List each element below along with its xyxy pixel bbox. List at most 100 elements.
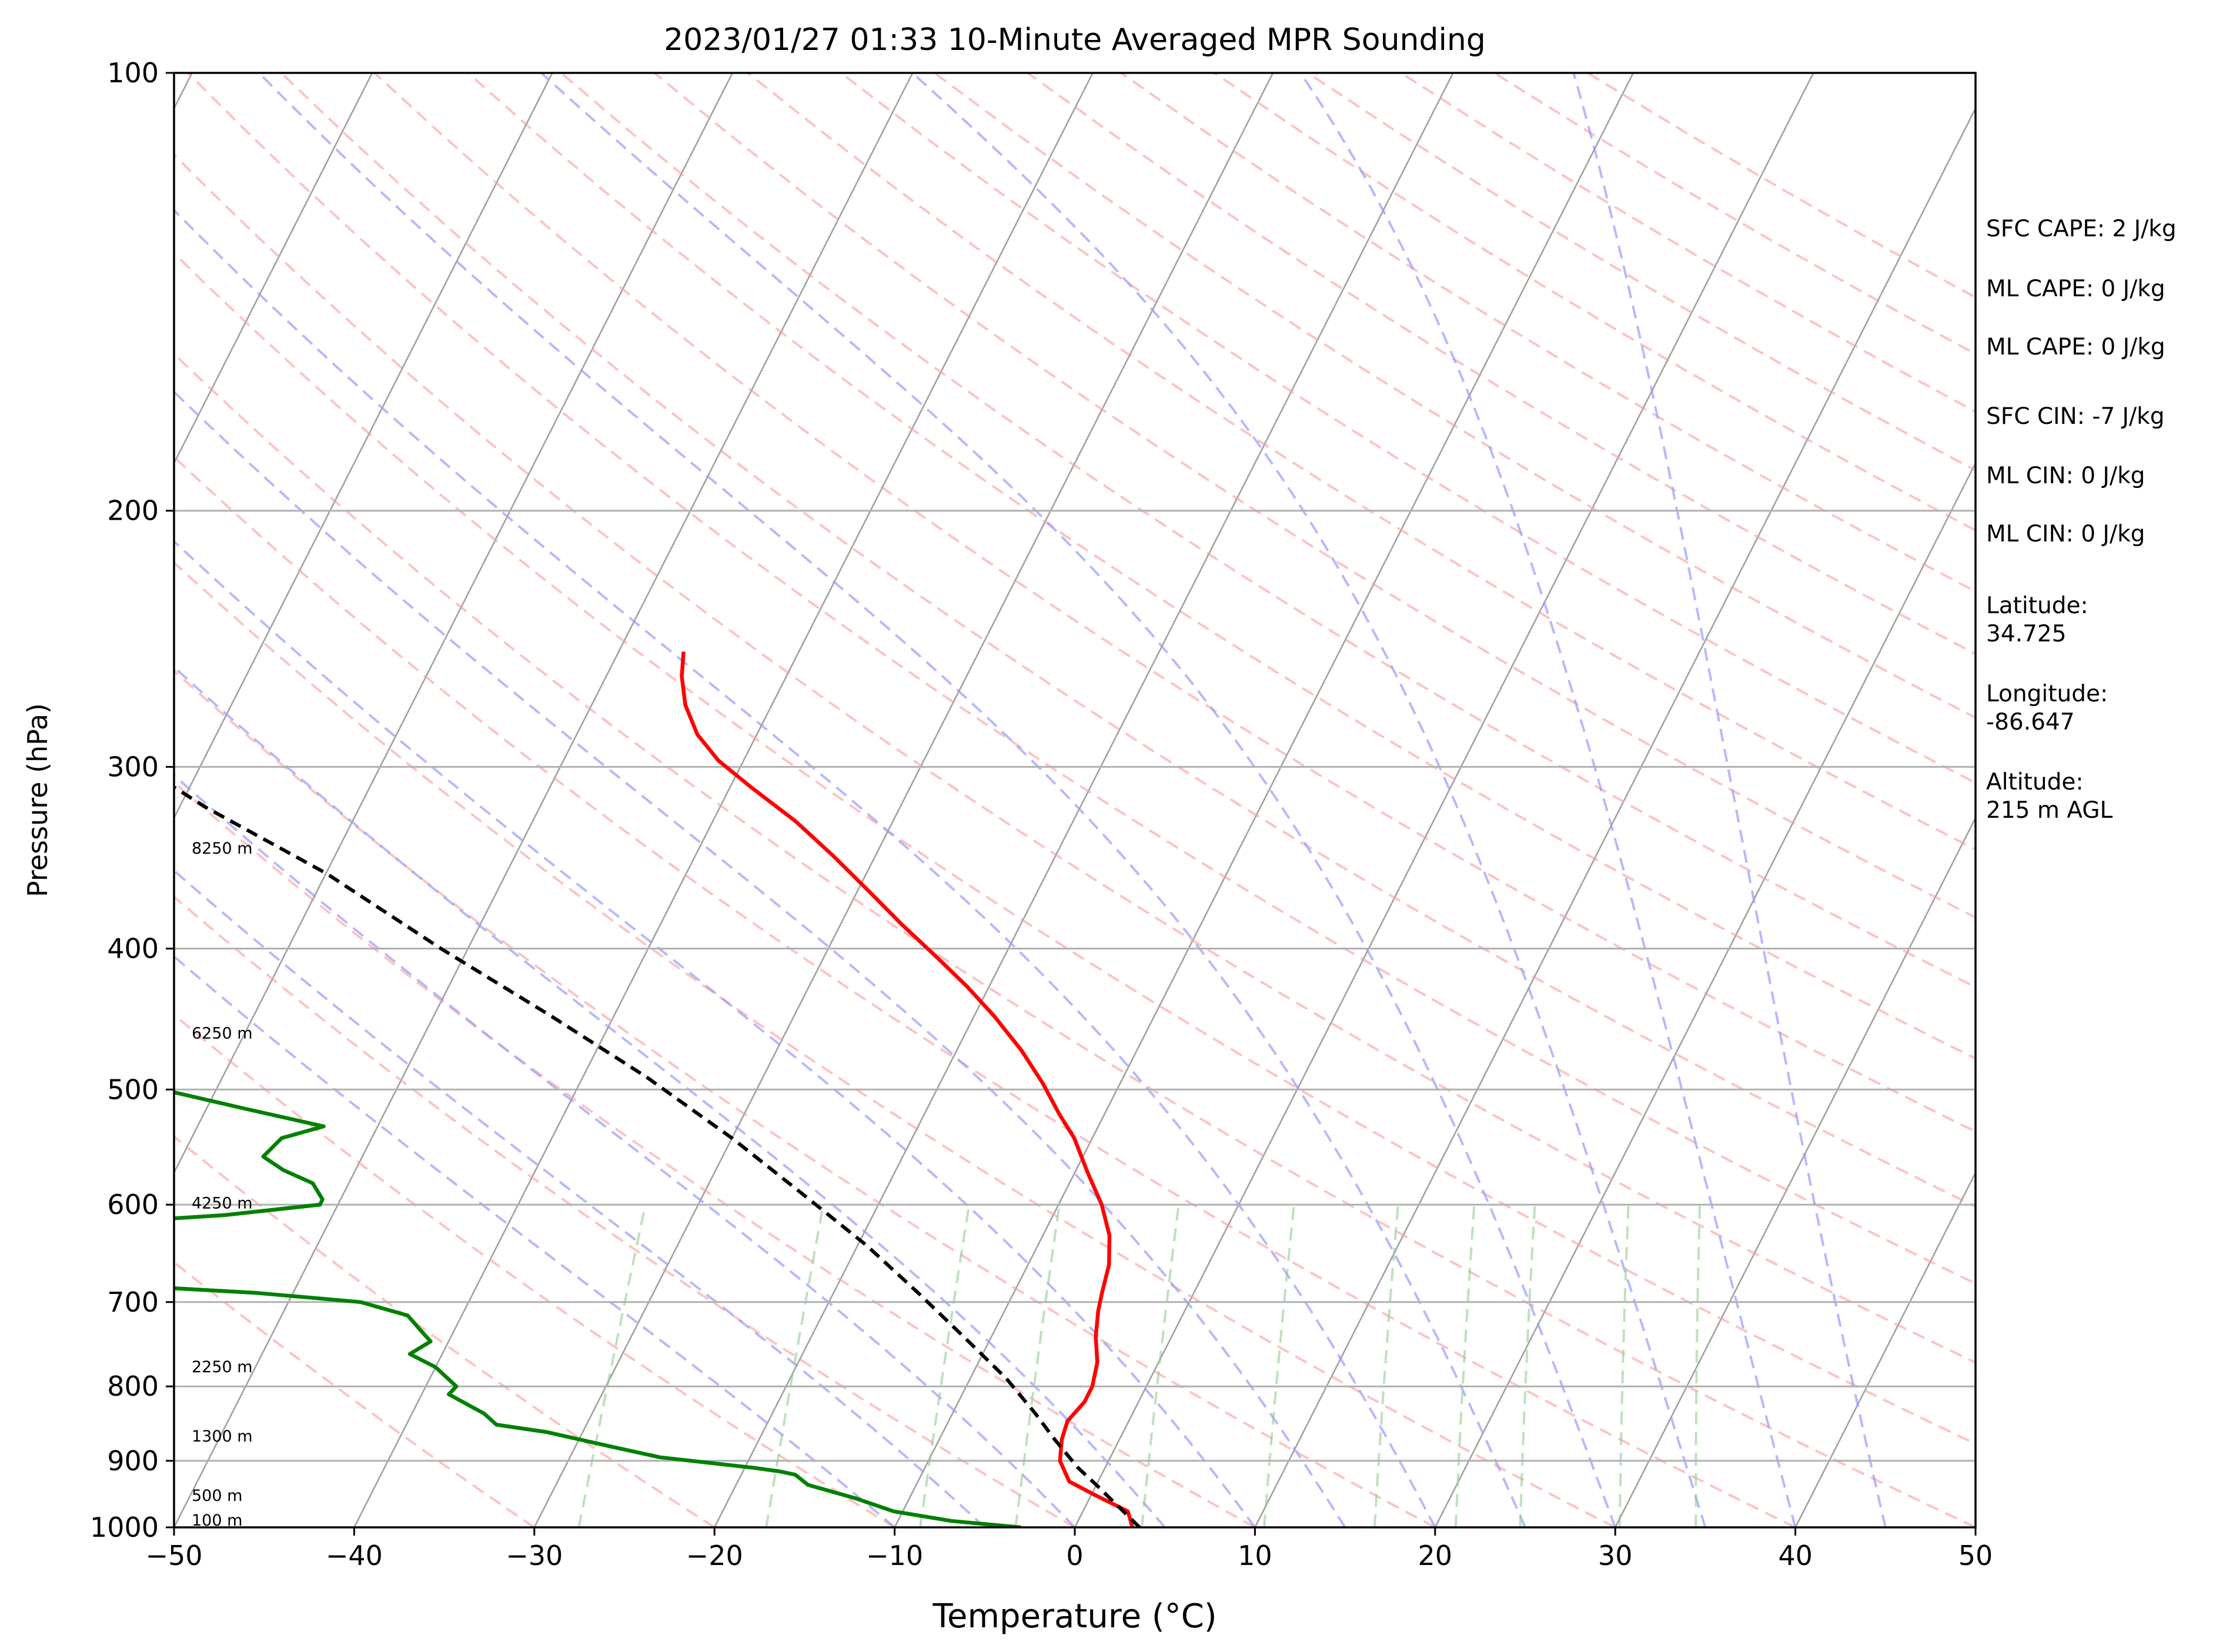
x-axis-label: Temperature (°C) [932,1597,1216,1636]
parcel-line [174,785,1141,1527]
dry-adiabat-line [934,73,1976,719]
isotherm-line [353,73,1094,1527]
x-tick-label: 30 [1598,1540,1633,1571]
moist-adiabat-line [258,73,1526,1527]
side-info-text: ML CIN: 0 J/kg [1986,521,2145,547]
dry-adiabat-line [174,1135,716,1527]
mixing-ratio-line [1694,1205,1702,1527]
side-info-text: SFC CAPE: 2 J/kg [1986,216,2177,242]
side-info-text: 34.725 [1986,621,2066,647]
moist-adiabat-line [1572,73,1887,1527]
mixing-ratio-line [1454,1204,1476,1527]
dewpoint-line [174,1090,1021,1527]
temperature-line [680,651,1135,1527]
isotherm-line [714,73,1454,1527]
y-axis-ticks: 1000 900 800 700 600 500 400 300 200 100 [90,57,174,1543]
height-label: 4250 m [192,1195,253,1213]
y-tick-label: 800 [107,1370,159,1402]
x-tick-label: −40 [326,1540,383,1571]
isotherm-line [174,73,914,1527]
height-label: 2250 m [192,1358,253,1376]
side-info-text: Altitude: [1986,769,2084,795]
y-tick-label: 1000 [90,1511,159,1543]
moist-adiabat-line [174,869,986,1527]
mixing-ratio-line [577,1204,647,1527]
x-tick-label: 0 [1066,1540,1083,1571]
dry-adiabat-line [174,455,1796,1527]
y-tick-label: 200 [107,495,159,527]
side-info-text: -86.647 [1986,709,2075,735]
x-tick-label: 10 [1238,1540,1272,1571]
dry-adiabat-line [653,73,1976,919]
sounding-lines [174,651,1141,1527]
isotherm-line [174,73,373,465]
dry-adiabat-line [840,73,1976,784]
isotherm-line [1254,106,1976,1527]
x-tick-label: −10 [866,1540,923,1571]
mixing-ratio-line [1519,1204,1536,1527]
x-tick-label: 50 [1958,1540,1993,1571]
isotherm-line [533,73,1274,1527]
moist-adiabat-line [174,390,1346,1527]
dry-adiabat-line [174,251,1976,1446]
background-lines [174,73,1976,1527]
mixing-ratio-line [1618,1205,1630,1527]
isotherm-line [174,73,733,1175]
moist-adiabat-line [1299,73,1797,1527]
side-info-text: ML CIN: 0 J/kg [1986,463,2145,489]
y-axis-label: Pressure (hPa) [22,703,54,897]
y-tick-label: 700 [107,1286,159,1318]
height-label: 8250 m [192,840,253,858]
height-label: 500 m [192,1487,242,1505]
isotherm-line [1794,1171,1976,1527]
plot-area: 100 m 500 m 1300 m 2250 m 4250 m 6250 m 8250 m [174,73,1976,1530]
y-tick-label: 300 [107,751,159,782]
mixing-ratio-line [919,1204,971,1527]
y-tick-label: 400 [107,932,159,964]
side-info-text: SFC CIN: -7 J/kg [1986,403,2165,430]
dry-adiabat-line [560,73,1976,989]
mixing-ratio-line [1263,1204,1295,1527]
isotherm-line [894,73,1634,1527]
dry-adiabat-line [280,73,1976,1208]
dry-adiabat-line [174,780,1256,1527]
side-info-text: 215 m AGL [1986,797,2113,824]
side-info-panel: SFC CAPE: 2 J/kg ML CAPE: 0 J/kg ML CAPE: … [1986,216,2177,824]
y-tick-label: 600 [107,1189,159,1220]
mixing-ratio-line [1141,1204,1180,1527]
isotherm-line [1615,816,1976,1527]
height-label: 100 m [192,1511,242,1530]
y-tick-label: 900 [107,1445,159,1477]
x-axis-ticks: −50 −40 −30 −20 −10 0 10 20 30 40 50 [145,1527,1993,1571]
mixing-ratio-line [765,1204,825,1527]
isotherm-line [1074,73,1814,1527]
dry-adiabat-line [174,153,1976,1364]
y-tick-label: 500 [107,1074,159,1105]
side-info-text: Longitude: [1986,681,2108,707]
height-label: 6250 m [192,1025,253,1043]
dry-adiabat-line [174,1013,895,1527]
moist-adiabat-line [174,774,1076,1527]
isotherm-line [1434,461,1976,1527]
height-labels: 100 m 500 m 1300 m 2250 m 4250 m 6250 m 8250 m [192,840,253,1530]
chart-title: 2023/01/27 01:33 10-Minute Averaged MPR … [664,22,1486,58]
dry-adiabat-line [174,352,1976,1527]
moist-adiabat-line [174,208,1436,1527]
isotherm-line [174,73,553,820]
moist-adiabat-line [911,73,1707,1527]
x-tick-label: −20 [686,1540,743,1571]
x-tick-label: 20 [1418,1540,1453,1571]
side-info-text: Latitude: [1986,593,2088,619]
side-info-text: ML CAPE: 0 J/kg [1986,334,2165,360]
side-info-text: ML CAPE: 0 J/kg [1986,276,2165,302]
dry-adiabat-line [373,73,1976,1133]
x-tick-label: 40 [1778,1540,1813,1571]
moist-adiabat-line [174,540,1256,1527]
dry-adiabat-line [174,669,1436,1527]
moist-adiabat-line [540,73,1617,1527]
height-label: 1300 m [192,1427,253,1446]
x-tick-label: −50 [145,1540,202,1571]
dry-adiabat-line [174,561,1616,1527]
y-tick-label: 100 [107,57,159,89]
